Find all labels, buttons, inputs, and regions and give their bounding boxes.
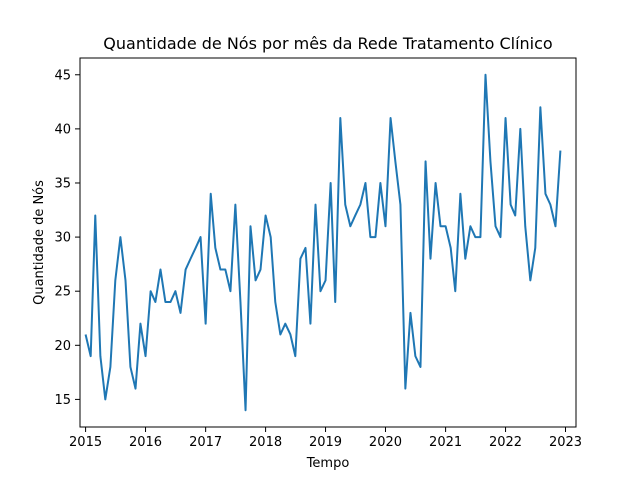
y-tick-label: 25 (54, 285, 71, 300)
x-axis-label: Tempo (306, 456, 350, 471)
chart-title: Quantidade de Nós por mês da Rede Tratam… (103, 34, 552, 53)
y-tick-label: 20 (54, 339, 71, 354)
x-tick-label: 2023 (549, 435, 582, 450)
x-tick-label: 2019 (309, 435, 342, 450)
y-tick-label: 40 (54, 122, 71, 137)
x-tick-label: 2015 (69, 435, 102, 450)
y-tick-label: 35 (54, 176, 71, 191)
x-tick-label: 2021 (429, 435, 462, 450)
plot-layer (84, 73, 562, 412)
x-tick-label: 2018 (249, 435, 282, 450)
series-line-0 (84, 73, 562, 412)
x-tick-label: 2022 (489, 435, 522, 450)
ticks-layer: 2015 2016 2017 2018 2019 2020 2021 2022 2023 15 20… (54, 68, 582, 450)
y-tick-label: 45 (54, 68, 71, 83)
axes-frame (79, 57, 577, 428)
x-tick-label: 2020 (369, 435, 402, 450)
y-axis-label: Quantidade de Nós (32, 180, 47, 305)
y-tick-label: 30 (54, 231, 71, 246)
y-tick-label: 15 (54, 393, 71, 408)
x-tick-label: 2016 (129, 435, 162, 450)
x-tick-label: 2017 (189, 435, 222, 450)
